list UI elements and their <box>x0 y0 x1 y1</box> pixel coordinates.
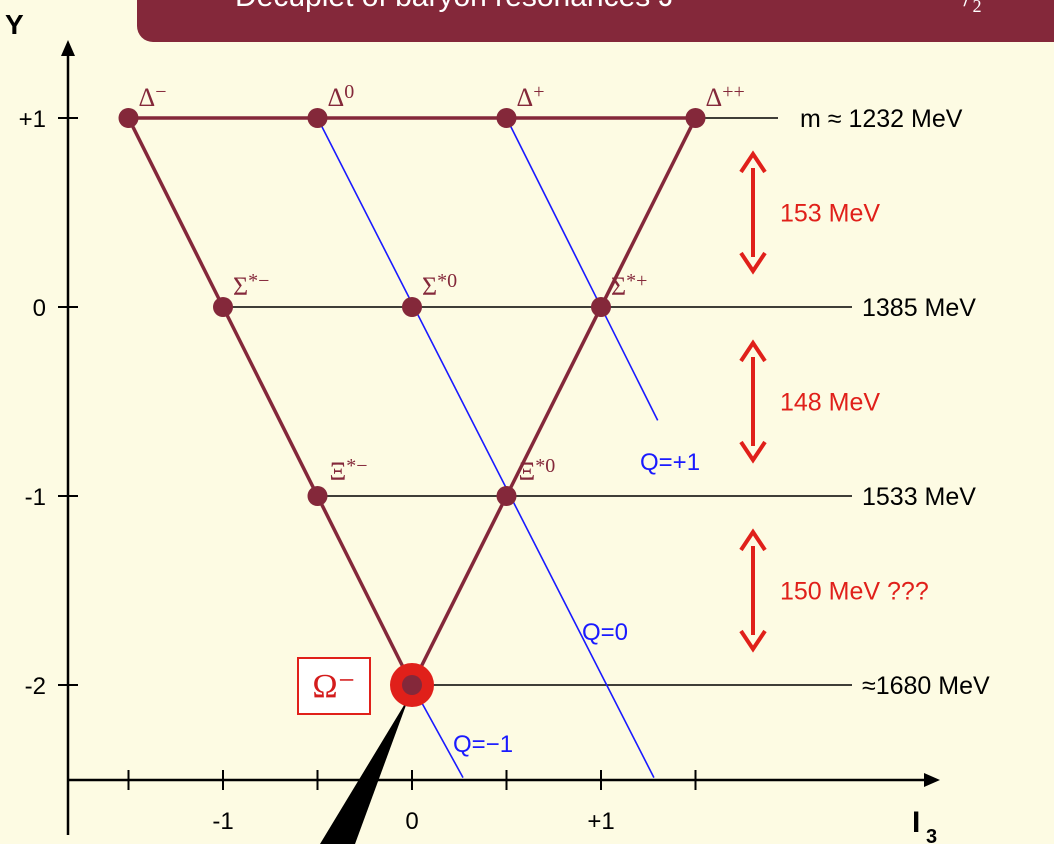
mass-gap-arrowhead-up <box>739 528 767 552</box>
particle-superscript: *0 <box>535 455 555 477</box>
charge-label: Q=+1 <box>640 449 700 476</box>
charge-label: Q=0 <box>582 619 628 646</box>
mass-gap-arrowhead-down <box>739 629 767 653</box>
particle-symbol: Σ <box>422 272 437 301</box>
mass-gap-arrowhead-down <box>739 440 767 464</box>
particle-point <box>118 108 139 128</box>
title-text: Decuplet of baryon resonances J <box>235 0 674 14</box>
particle-label: Σ*0 <box>422 270 457 301</box>
charge-line <box>316 117 655 778</box>
mass-level-label: ≈1680 MeV <box>862 672 990 700</box>
particle-symbol: Δ <box>517 83 534 112</box>
omega-label-box: Ω⁻ <box>297 657 371 715</box>
particle-superscript: *− <box>346 455 367 477</box>
particle-point <box>685 108 706 128</box>
mass-gap-label: 150 MeV ??? <box>780 578 929 606</box>
particle-label: Ξ*0 <box>519 455 556 486</box>
particle-label: Δ+ <box>517 81 545 112</box>
particle-points <box>118 108 706 707</box>
triangle-left-edge <box>126 117 414 686</box>
particle-point <box>307 108 328 128</box>
mass-gap-label: 148 MeV <box>780 389 880 417</box>
particle-superscript: *0 <box>437 270 457 292</box>
particle-symbol: Ξ <box>330 457 347 486</box>
particle-symbol: Δ <box>139 83 156 112</box>
mass-level-label: 1385 MeV <box>862 294 976 322</box>
particle-point <box>307 486 328 506</box>
particle-point <box>402 297 422 317</box>
particle-symbol: Σ <box>611 272 626 301</box>
x-tick-label: +1 <box>587 808 614 835</box>
particle-symbol: Ξ <box>519 457 536 486</box>
particle-label: Δ− <box>139 81 167 112</box>
mass-gap-arrows <box>739 150 767 653</box>
omega-pointer <box>320 697 409 844</box>
y-tick-label: -2 <box>25 673 46 700</box>
particle-point <box>591 297 611 317</box>
particle-point <box>496 486 517 506</box>
y-axis-arrowhead <box>61 40 75 56</box>
particle-superscript: + <box>533 81 544 103</box>
particle-label: Δ0 <box>328 81 355 112</box>
particle-superscript: ++ <box>722 81 745 103</box>
y-tick-label: -1 <box>25 484 46 511</box>
title-spin-value: = ³/₂ <box>930 0 982 14</box>
mass-gap-arrowhead-up <box>739 150 767 174</box>
particle-symbol: Σ <box>233 272 248 301</box>
y-axis-label: Y <box>5 9 24 40</box>
x-tick-label: -1 <box>212 808 233 835</box>
particle-label: Δ++ <box>706 81 745 112</box>
particle-superscript: − <box>155 81 166 103</box>
title-banner <box>137 0 1054 42</box>
particle-point <box>496 108 517 128</box>
particle-superscript: *− <box>248 270 269 292</box>
y-tick-label: 0 <box>33 295 46 322</box>
mass-gap-arrowhead-up <box>739 339 767 363</box>
particle-label: Ξ*− <box>330 455 368 486</box>
mass-level-label: m ≈ 1232 MeV <box>800 105 963 133</box>
x-axis-label: I <box>912 806 920 839</box>
particle-label: Σ*− <box>233 270 269 301</box>
triangle-right-edge <box>410 117 698 686</box>
particle-superscript: *+ <box>626 270 647 292</box>
particle-symbol: Δ <box>706 83 723 112</box>
charge-line <box>505 117 659 421</box>
y-tick-label: +1 <box>19 106 46 133</box>
labels: m ≈ 1232 MeV 1385 MeV 1533 MeV ≈1680 MeV Q=+… <box>5 9 990 844</box>
x-axis-label-subscript: 3 <box>926 826 937 844</box>
charge-label: Q=−1 <box>453 731 513 758</box>
x-tick-label: 0 <box>405 808 418 835</box>
mass-level-lines <box>128 117 852 686</box>
particle-point <box>402 675 422 695</box>
particle-point <box>213 297 233 317</box>
mass-gap-arrowhead-down <box>739 251 767 275</box>
particle-symbol: Δ <box>328 83 345 112</box>
triangle-edges <box>126 116 698 686</box>
mass-gap-label: 153 MeV <box>780 200 880 228</box>
mass-level-label: 1533 MeV <box>862 483 976 511</box>
particle-superscript: 0 <box>344 81 354 103</box>
axes <box>58 40 940 844</box>
x-axis-arrowhead <box>924 773 940 787</box>
particle-label: Σ*+ <box>611 270 647 301</box>
